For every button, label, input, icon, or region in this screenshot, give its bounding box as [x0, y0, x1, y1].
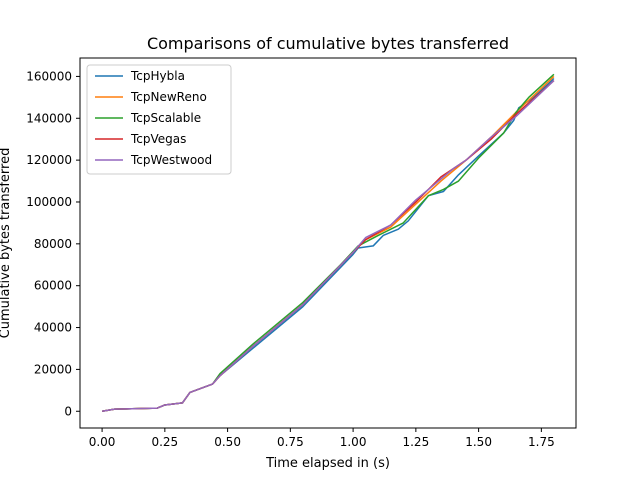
y-tick-label: 160000 [26, 69, 72, 83]
x-tick-label: 1.25 [402, 435, 429, 449]
x-axis-label: Time elapsed in (s) [265, 456, 390, 471]
y-tick-label: 60000 [34, 279, 72, 293]
x-tick-label: 1.50 [465, 435, 492, 449]
x-tick-label: 0.75 [277, 435, 304, 449]
plot-frame [79, 57, 577, 429]
y-tick-label: 40000 [34, 321, 72, 335]
legend-label: TcpVegas [130, 132, 186, 146]
plot-series-group [101, 73, 555, 412]
legend: TcpHybla TcpNewReno TcpScalable TcpVegas Tcp… [86, 64, 232, 175]
x-tick-label: 0.25 [151, 435, 178, 449]
legend-label: TcpWestwood [130, 153, 212, 167]
y-tick-label: 100000 [26, 195, 72, 209]
y-tick-label: 120000 [26, 153, 72, 167]
x-tick-label: 1.00 [340, 435, 367, 449]
y-tick-label: 0 [64, 404, 72, 418]
x-tick-label: 0.00 [89, 435, 116, 449]
y-axis: 0 20000 40000 60000 80000 100000 120000 140000 1… [26, 69, 80, 418]
legend-box [86, 64, 232, 175]
x-tick-label: 1.75 [528, 435, 555, 449]
y-tick-label: 80000 [34, 237, 72, 251]
chart-title: Comparisons of cumulative bytes transfer… [147, 34, 509, 53]
y-tick-label: 140000 [26, 111, 72, 125]
x-tick-label: 0.50 [214, 435, 241, 449]
series-line-tcpwestwood [101, 80, 555, 412]
y-axis-label: Cumulative bytes transferred [0, 148, 13, 339]
x-axis: 0.00 0.25 0.50 0.75 1.00 1.25 1.50 1.75 [89, 428, 555, 449]
legend-label: TcpScalable [130, 111, 201, 125]
legend-label: TcpHybla [130, 69, 185, 83]
y-tick-label: 20000 [34, 362, 72, 376]
legend-label: TcpNewReno [130, 90, 207, 104]
